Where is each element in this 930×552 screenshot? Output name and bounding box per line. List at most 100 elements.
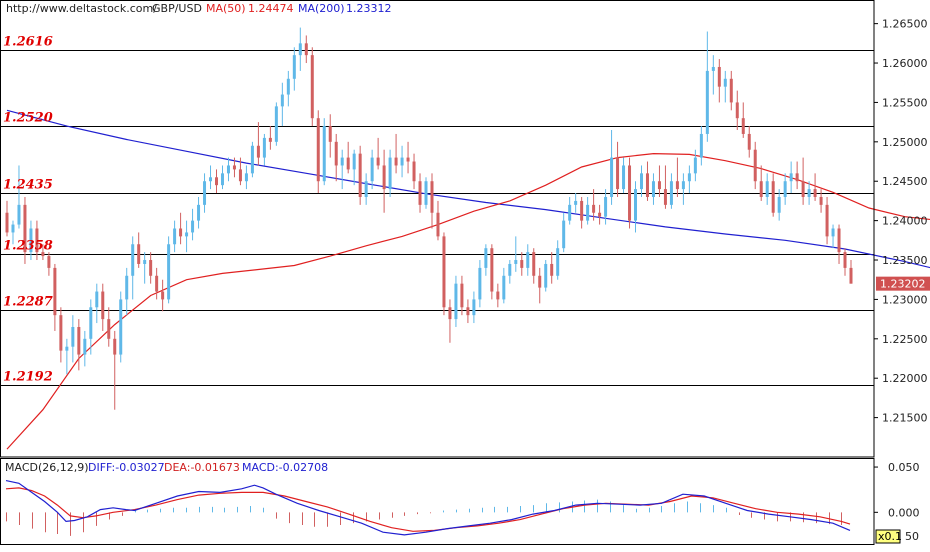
candle-body — [825, 204, 829, 237]
candle — [484, 244, 488, 276]
candle — [310, 47, 314, 127]
candle-body — [753, 149, 757, 182]
candle — [651, 173, 655, 205]
macd-dea-line — [5, 487, 851, 532]
candle — [286, 70, 290, 107]
candle — [490, 244, 494, 300]
candle — [729, 70, 733, 111]
candle-body — [669, 181, 673, 205]
price-tick-label-10: 1.26500 — [882, 18, 928, 31]
candle — [11, 220, 15, 245]
candle-body — [837, 228, 841, 253]
candle-body — [580, 200, 584, 221]
candle — [220, 165, 224, 190]
candle — [394, 133, 398, 174]
candle-body — [657, 181, 661, 190]
candle-body — [532, 252, 536, 276]
candle — [592, 189, 596, 221]
candle — [711, 55, 715, 95]
candle — [759, 165, 763, 201]
macd-scale-label: x0.1 — [878, 530, 902, 543]
macd-diff-label: DIFF:-0.03027 — [88, 461, 165, 474]
candle-body — [53, 267, 57, 316]
candle-body — [143, 260, 147, 264]
candle — [29, 220, 33, 261]
candle — [197, 196, 201, 229]
candle — [831, 224, 835, 249]
candle-body — [717, 66, 721, 87]
candle — [604, 189, 608, 225]
candle-body — [310, 55, 314, 119]
ma50-value: 1.24474 — [248, 2, 294, 15]
candle — [813, 173, 817, 201]
candle-body — [280, 94, 284, 107]
candle-body — [191, 220, 195, 233]
ma50-line — [6, 152, 930, 450]
candle-body — [442, 236, 446, 308]
candle-body — [149, 260, 153, 276]
candle-body — [268, 137, 272, 142]
candle — [430, 173, 434, 229]
candle-body — [514, 260, 518, 264]
candle-body — [185, 232, 189, 237]
candle — [226, 157, 230, 182]
candle-body — [35, 228, 39, 253]
candle-body — [807, 189, 811, 197]
candle-body — [687, 173, 691, 182]
candle-body — [747, 133, 751, 150]
price-tick-label-7: 1.25000 — [882, 136, 928, 149]
candle — [723, 70, 727, 103]
candle-body — [777, 196, 781, 213]
candle — [436, 200, 440, 241]
candle — [837, 224, 841, 264]
candle-body — [155, 275, 159, 292]
candle — [550, 252, 554, 284]
candle-body — [562, 220, 566, 249]
price-tick-label-1: 1.22000 — [882, 372, 928, 385]
candle-body — [436, 212, 440, 237]
candle — [161, 279, 165, 312]
candle-body — [304, 43, 308, 56]
candle — [191, 208, 195, 241]
candle-body — [472, 299, 476, 316]
candle — [47, 252, 51, 276]
price-tick-label-0: 1.21500 — [882, 412, 928, 425]
candle — [693, 149, 697, 182]
candle-body — [5, 212, 9, 233]
candle-body — [430, 181, 434, 213]
candle-body — [705, 70, 709, 134]
candle — [298, 27, 302, 71]
candle — [17, 165, 21, 229]
candle — [173, 220, 177, 253]
candle — [753, 141, 757, 190]
candle — [771, 173, 775, 217]
candle-body — [628, 165, 632, 221]
candle — [502, 267, 506, 304]
candle — [556, 240, 560, 280]
candle-body — [382, 165, 386, 190]
candle — [143, 252, 147, 284]
candle-body — [125, 275, 129, 300]
candle — [472, 291, 476, 324]
candle-body — [89, 307, 93, 339]
candle-body — [113, 338, 117, 355]
candle-body — [119, 299, 123, 355]
macd-dea-label: DEA:-0.01673 — [164, 461, 240, 474]
level-label-4: 1.2287 — [3, 295, 53, 310]
candle-body — [586, 204, 590, 221]
candle-body — [340, 157, 344, 166]
candle-body — [645, 173, 649, 197]
candle-body — [598, 212, 602, 217]
macd-diff-line — [5, 480, 851, 536]
candle — [179, 212, 183, 245]
source-url[interactable]: http://www.deltastock.com/ — [6, 2, 157, 15]
candle — [59, 307, 63, 363]
candle — [699, 126, 703, 166]
candle-body — [370, 157, 374, 182]
candle-body — [322, 126, 326, 182]
candle-body — [394, 157, 398, 166]
price-tick-label-4: 1.23500 — [882, 254, 928, 267]
candle-body — [334, 141, 338, 166]
candle — [155, 267, 159, 300]
